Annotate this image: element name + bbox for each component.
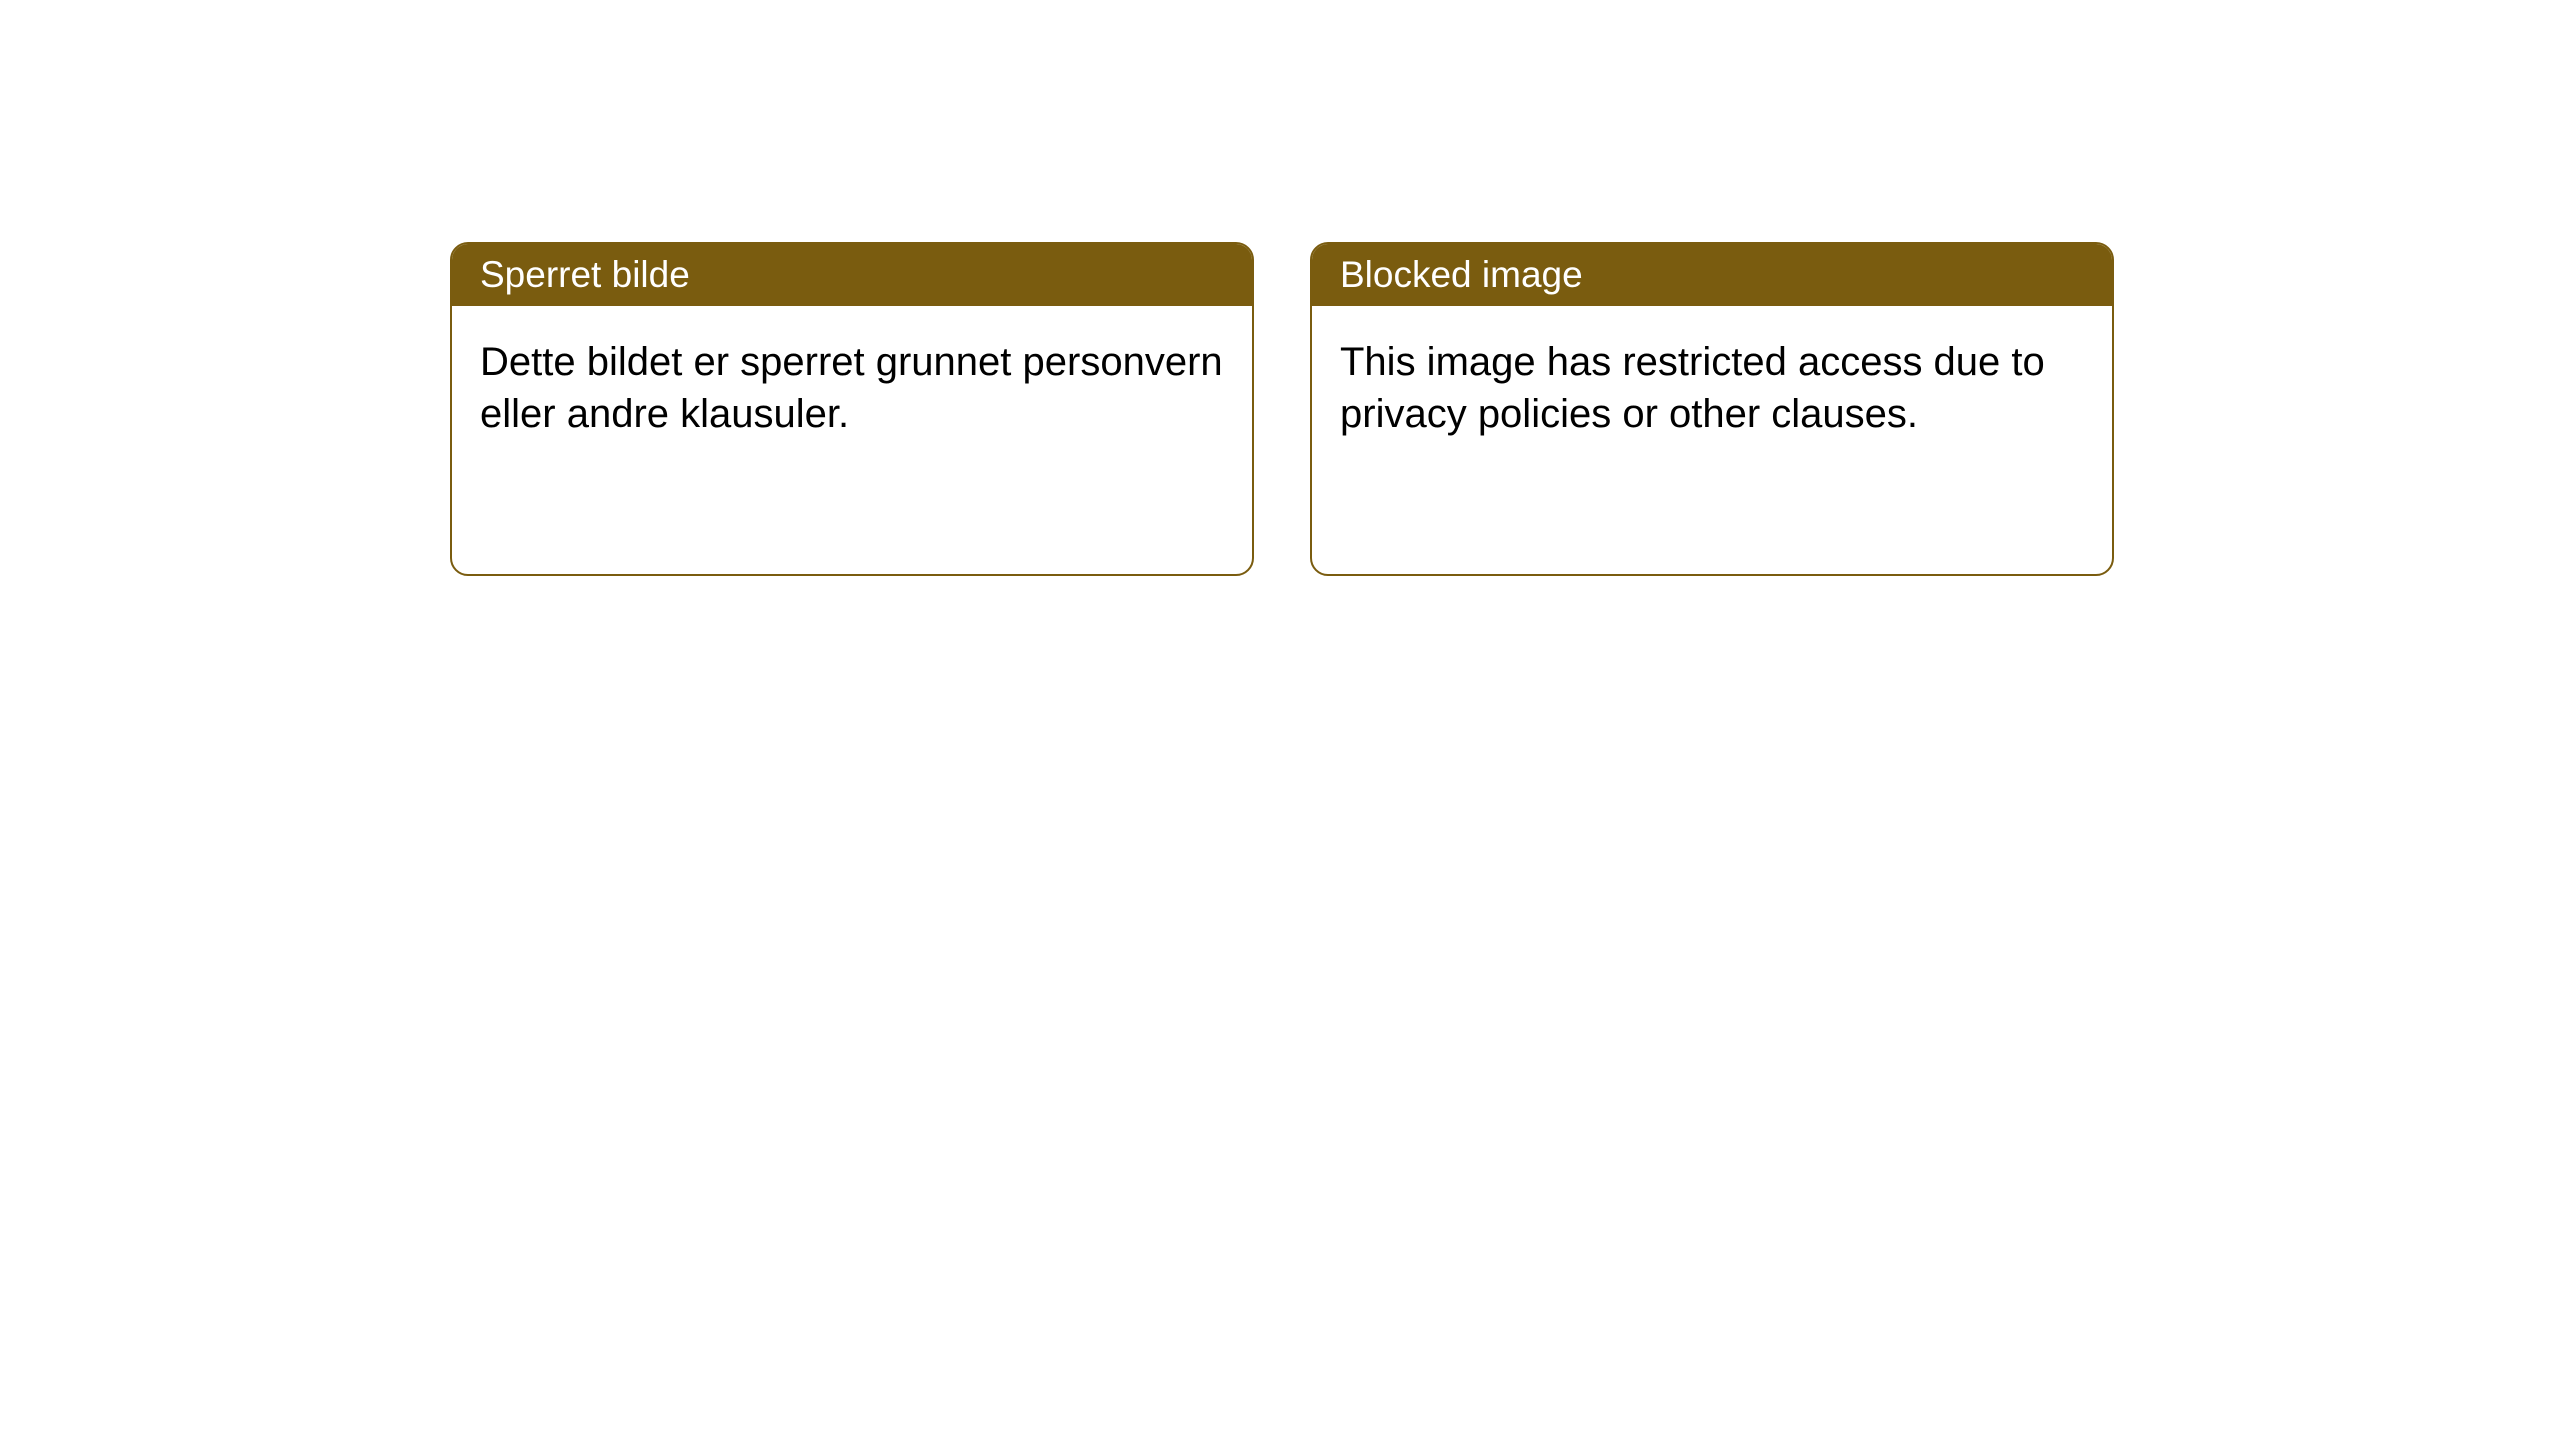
notice-card-header: Sperret bilde (452, 244, 1252, 306)
notice-card-body: Dette bildet er sperret grunnet personve… (452, 306, 1252, 470)
notice-cards-container: Sperret bilde Dette bildet er sperret gr… (0, 0, 2560, 576)
notice-card-message: Dette bildet er sperret grunnet personve… (480, 340, 1223, 436)
notice-card-message: This image has restricted access due to … (1340, 340, 2045, 436)
notice-card-title: Sperret bilde (480, 254, 690, 295)
notice-card-header: Blocked image (1312, 244, 2112, 306)
notice-card-body: This image has restricted access due to … (1312, 306, 2112, 470)
notice-card-english: Blocked image This image has restricted … (1310, 242, 2114, 576)
notice-card-title: Blocked image (1340, 254, 1583, 295)
notice-card-norwegian: Sperret bilde Dette bildet er sperret gr… (450, 242, 1254, 576)
